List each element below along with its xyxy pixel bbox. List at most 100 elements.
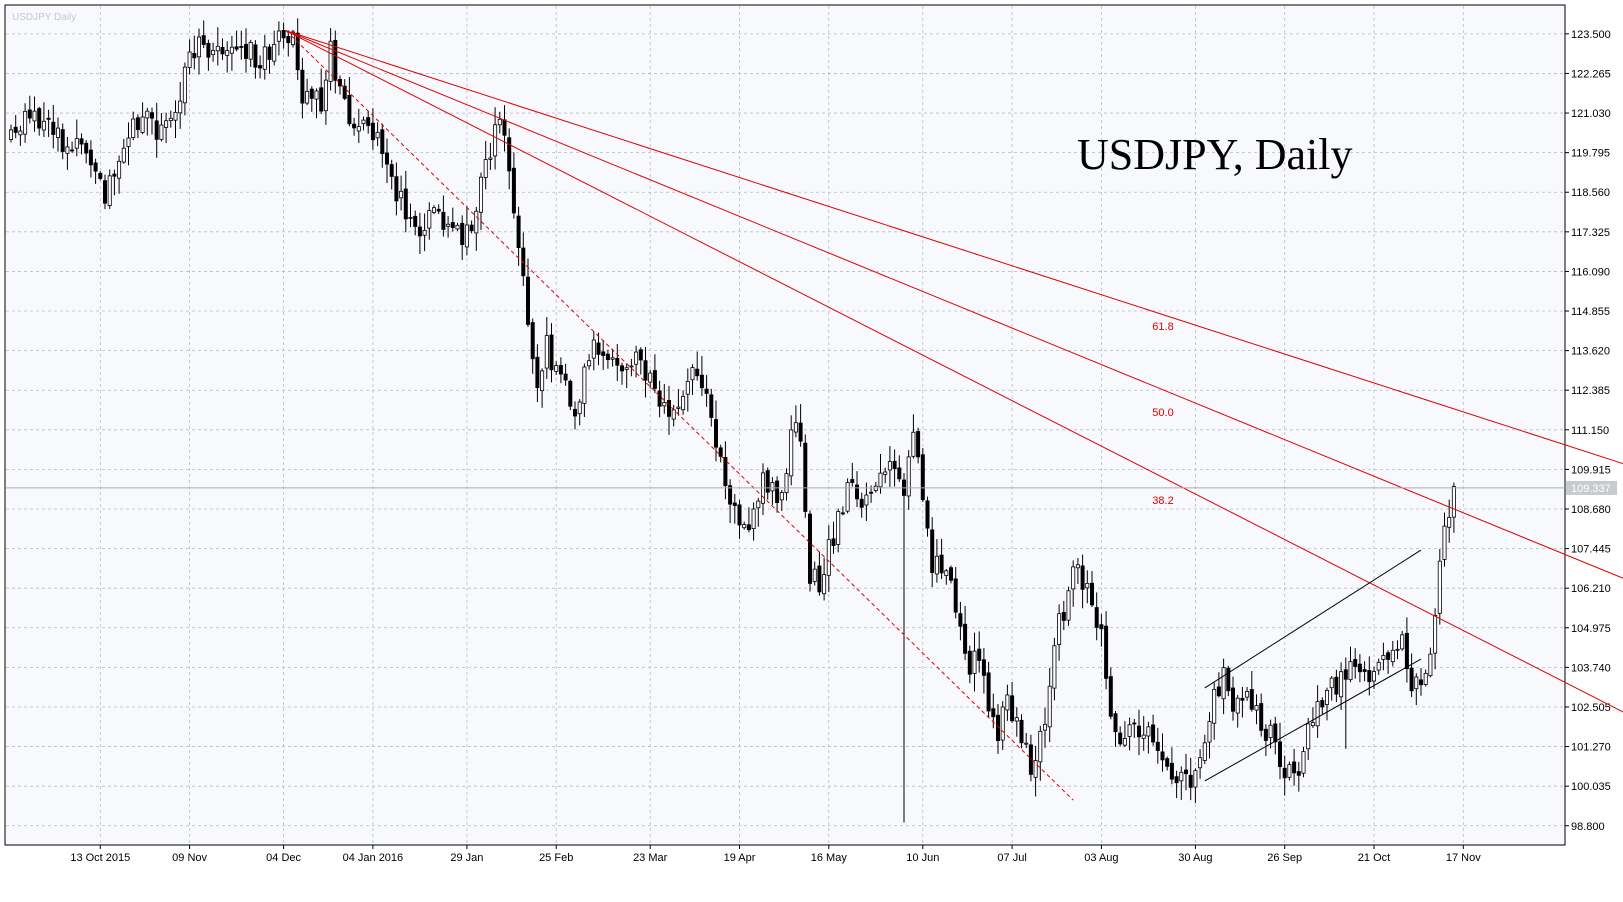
- candle-body: [300, 69, 305, 104]
- candle: [596, 332, 601, 366]
- candle-body: [112, 173, 117, 177]
- candle-body: [1085, 582, 1090, 589]
- candle-body: [1165, 758, 1170, 767]
- candle-body: [497, 118, 502, 126]
- candle: [1090, 571, 1095, 608]
- candle: [1404, 617, 1409, 683]
- candle: [850, 462, 855, 487]
- candle: [356, 108, 361, 144]
- candle-body: [808, 513, 813, 584]
- y-tick-label: 117.325: [1571, 227, 1610, 239]
- candle-body: [667, 400, 672, 417]
- candle: [573, 401, 578, 430]
- candle-body: [615, 357, 620, 366]
- candle: [779, 489, 784, 512]
- candle: [126, 122, 131, 166]
- candle-body: [878, 472, 883, 488]
- candle-body: [149, 112, 154, 119]
- candle: [1057, 604, 1062, 661]
- candle: [977, 631, 982, 673]
- candle: [140, 102, 145, 135]
- candle: [1212, 682, 1217, 740]
- candle: [1146, 721, 1151, 754]
- candle: [1104, 611, 1109, 690]
- candle: [1357, 654, 1362, 683]
- candle-body: [427, 210, 432, 229]
- candle: [1169, 747, 1174, 785]
- candle-body: [685, 381, 690, 395]
- candle: [540, 368, 545, 408]
- candle: [1414, 673, 1419, 706]
- candle-body: [84, 142, 89, 154]
- candle: [601, 340, 606, 370]
- x-tick-label: 23 Mar: [633, 852, 668, 864]
- y-tick-label: 114.855: [1571, 306, 1610, 318]
- candle: [667, 385, 672, 435]
- candle: [1179, 766, 1184, 800]
- candle-body: [399, 190, 404, 199]
- x-tick-label: 26 Sep: [1267, 852, 1302, 864]
- candle-body: [836, 511, 841, 545]
- candle-body: [483, 159, 488, 178]
- candle: [1080, 554, 1085, 609]
- candle: [765, 467, 770, 500]
- candle: [135, 114, 140, 139]
- candle: [1047, 668, 1052, 742]
- candle: [934, 539, 939, 583]
- candle-body: [892, 460, 897, 470]
- candle-body: [652, 370, 657, 389]
- candle: [1122, 721, 1127, 748]
- candle: [1343, 657, 1348, 749]
- candle-body: [234, 46, 239, 50]
- channel-lower-line: [1204, 658, 1422, 782]
- candle: [949, 565, 954, 584]
- candle-body: [775, 480, 780, 503]
- candle: [845, 478, 850, 514]
- candle-body: [1179, 771, 1184, 782]
- candle: [1019, 714, 1024, 749]
- candle-body: [746, 524, 751, 531]
- candle: [1301, 746, 1306, 778]
- candle: [591, 331, 596, 371]
- candle: [474, 206, 479, 251]
- candle-body: [18, 130, 23, 136]
- candle-body: [196, 36, 201, 58]
- candle: [1137, 709, 1142, 756]
- candle-body: [770, 482, 775, 492]
- candle: [366, 110, 371, 134]
- candle-body: [1390, 649, 1395, 663]
- candle-body: [417, 226, 422, 237]
- candle-body: [577, 401, 582, 415]
- candle: [610, 348, 615, 367]
- candle-body: [1010, 695, 1015, 722]
- candle-body: [173, 111, 178, 121]
- candle: [65, 136, 70, 170]
- candle-body: [916, 430, 921, 458]
- candle: [709, 388, 714, 427]
- candle-body: [1259, 703, 1264, 731]
- candle: [253, 40, 258, 79]
- candle-body: [1047, 685, 1052, 728]
- candle-body: [1301, 751, 1306, 774]
- candle-body: [751, 508, 756, 529]
- candle-body: [991, 708, 996, 718]
- current-price-label: 109.337: [1571, 483, 1611, 495]
- candle-body: [634, 351, 639, 365]
- candle: [629, 358, 634, 377]
- candle: [196, 28, 201, 75]
- candle: [1043, 707, 1048, 748]
- candle: [699, 356, 704, 396]
- candle-body: [1404, 632, 1409, 670]
- x-tick-label: 17 Nov: [1446, 852, 1481, 864]
- candle-body: [1400, 634, 1405, 650]
- candle-body: [1151, 724, 1156, 743]
- y-tick-label: 118.560: [1571, 187, 1610, 199]
- candle-body: [366, 117, 371, 126]
- candle: [554, 361, 559, 375]
- x-tick-label: 25 Feb: [539, 852, 573, 864]
- candle: [319, 68, 324, 115]
- candle: [107, 169, 112, 209]
- candle-body: [728, 485, 733, 505]
- candle: [248, 39, 253, 67]
